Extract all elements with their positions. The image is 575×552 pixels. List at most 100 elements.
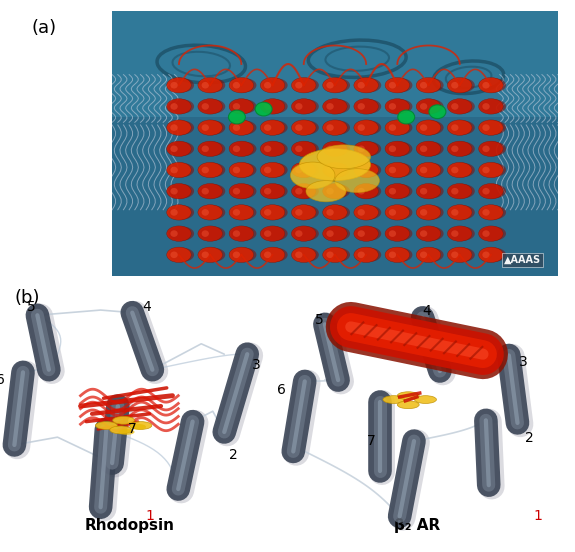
Ellipse shape [200,99,225,114]
Ellipse shape [170,188,178,194]
Ellipse shape [293,141,319,156]
Ellipse shape [416,226,441,241]
Ellipse shape [482,124,490,131]
Text: 6: 6 [0,373,5,387]
Ellipse shape [262,120,288,135]
Ellipse shape [167,141,191,157]
Ellipse shape [416,141,441,157]
Ellipse shape [200,226,225,241]
Ellipse shape [418,141,444,156]
Ellipse shape [255,102,272,116]
Ellipse shape [167,162,191,178]
Ellipse shape [260,162,285,178]
Ellipse shape [451,146,458,152]
Ellipse shape [389,167,396,173]
Ellipse shape [295,230,302,237]
Ellipse shape [323,77,347,93]
Ellipse shape [478,226,503,241]
Ellipse shape [130,424,146,429]
Ellipse shape [198,226,223,241]
Ellipse shape [264,124,271,131]
Ellipse shape [292,162,316,178]
Ellipse shape [200,247,225,262]
Ellipse shape [480,205,506,220]
Ellipse shape [327,188,334,194]
Ellipse shape [233,167,240,173]
Ellipse shape [354,162,378,178]
Ellipse shape [231,247,256,262]
Ellipse shape [386,163,412,177]
Ellipse shape [295,103,302,110]
Ellipse shape [418,120,444,135]
Ellipse shape [264,188,271,194]
Ellipse shape [354,247,378,263]
Ellipse shape [229,99,254,114]
Ellipse shape [168,163,194,177]
Ellipse shape [168,99,194,114]
Ellipse shape [327,82,334,88]
Ellipse shape [451,230,458,237]
Ellipse shape [415,396,436,404]
Ellipse shape [385,120,409,135]
Ellipse shape [416,183,441,199]
Ellipse shape [418,247,444,262]
Ellipse shape [295,188,302,194]
Ellipse shape [355,226,381,241]
Ellipse shape [416,162,441,178]
Ellipse shape [233,188,240,194]
Ellipse shape [324,205,350,220]
Ellipse shape [358,103,365,110]
Ellipse shape [231,78,256,93]
Ellipse shape [264,209,271,216]
Ellipse shape [420,230,427,237]
Ellipse shape [202,82,209,88]
Ellipse shape [170,82,178,88]
Ellipse shape [480,163,506,177]
Ellipse shape [262,78,288,93]
Ellipse shape [451,188,458,194]
Text: 4: 4 [422,304,431,319]
Ellipse shape [416,205,441,220]
Ellipse shape [200,120,225,135]
Text: (b): (b) [14,289,40,307]
Ellipse shape [386,120,412,135]
Ellipse shape [200,78,225,93]
Text: ▲AAAS: ▲AAAS [504,255,542,265]
Ellipse shape [416,120,441,135]
Ellipse shape [354,183,378,199]
Ellipse shape [482,188,490,194]
Ellipse shape [420,252,427,258]
Text: 4: 4 [142,300,151,315]
Ellipse shape [233,252,240,258]
Ellipse shape [202,230,209,237]
Ellipse shape [418,99,444,114]
Ellipse shape [200,141,225,156]
Ellipse shape [95,422,117,429]
Ellipse shape [389,188,396,194]
Ellipse shape [292,183,316,199]
Ellipse shape [293,205,319,220]
Ellipse shape [355,205,381,220]
Ellipse shape [260,247,285,263]
Ellipse shape [198,120,223,135]
Ellipse shape [449,120,475,135]
Ellipse shape [200,184,225,199]
Ellipse shape [418,184,444,199]
Ellipse shape [397,392,419,400]
Ellipse shape [327,146,334,152]
Ellipse shape [167,226,191,241]
Ellipse shape [482,209,490,216]
Ellipse shape [198,183,223,199]
Ellipse shape [233,103,240,110]
Ellipse shape [389,230,396,237]
Ellipse shape [292,99,316,114]
Text: 3: 3 [519,355,528,369]
Ellipse shape [233,146,240,152]
Ellipse shape [293,247,319,262]
Ellipse shape [231,184,256,199]
Ellipse shape [420,188,427,194]
Ellipse shape [231,120,256,135]
Ellipse shape [295,82,302,88]
Ellipse shape [295,252,302,258]
Ellipse shape [327,230,334,237]
